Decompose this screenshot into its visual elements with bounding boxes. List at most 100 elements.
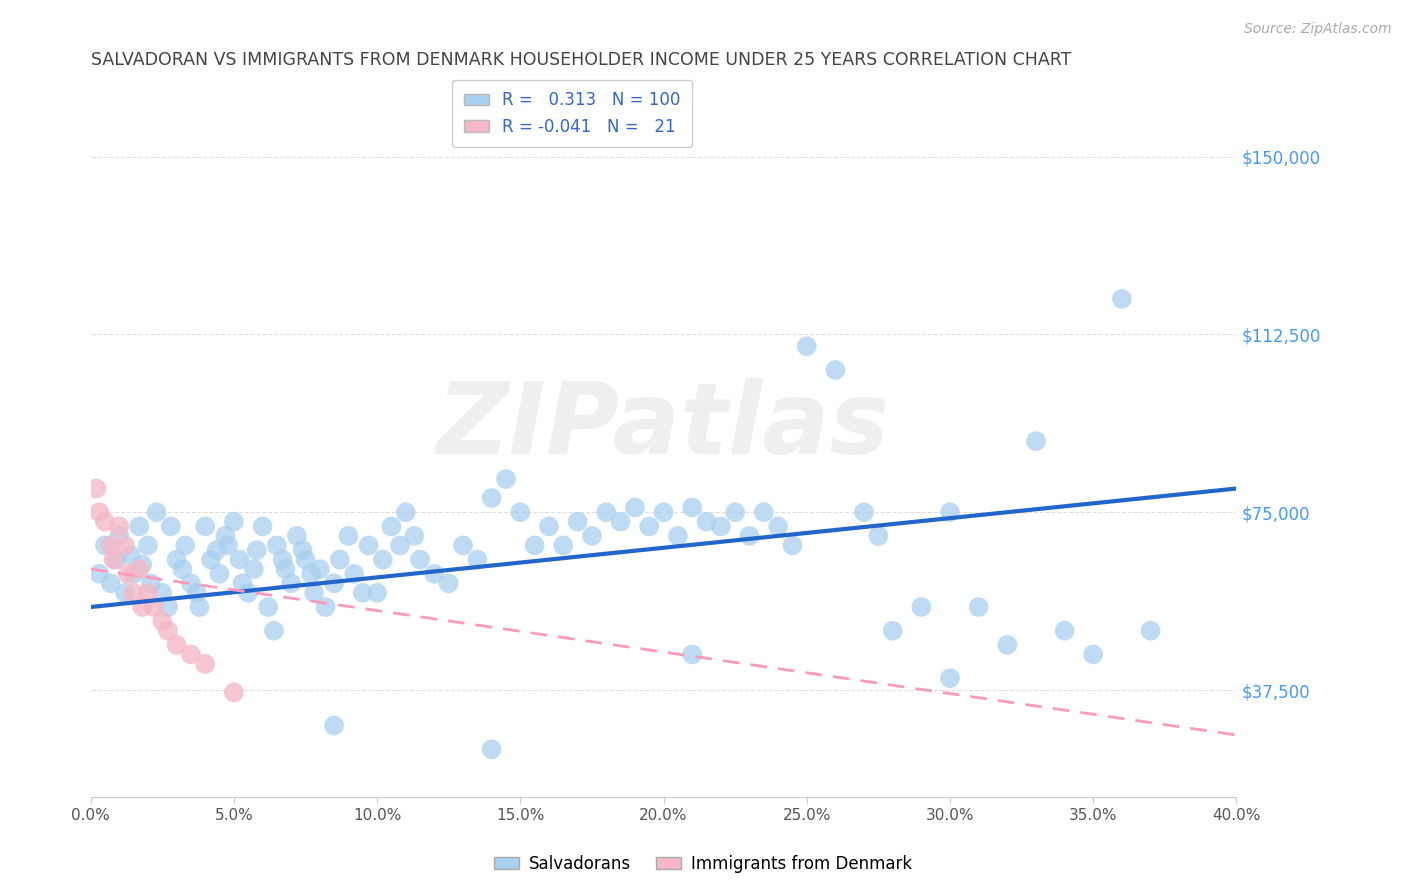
Point bbox=[145, 505, 167, 519]
Point bbox=[738, 529, 761, 543]
Point bbox=[205, 543, 228, 558]
Point bbox=[967, 600, 990, 615]
Point bbox=[266, 538, 288, 552]
Point bbox=[214, 529, 236, 543]
Point bbox=[766, 519, 789, 533]
Point bbox=[94, 515, 117, 529]
Point bbox=[315, 600, 337, 615]
Point bbox=[231, 576, 253, 591]
Point bbox=[567, 515, 589, 529]
Point bbox=[302, 586, 325, 600]
Point bbox=[139, 576, 162, 591]
Point bbox=[1053, 624, 1076, 638]
Point bbox=[246, 543, 269, 558]
Point bbox=[128, 562, 150, 576]
Point bbox=[166, 638, 188, 652]
Point bbox=[609, 515, 631, 529]
Point bbox=[395, 505, 418, 519]
Point bbox=[142, 600, 165, 615]
Point bbox=[103, 552, 125, 566]
Point bbox=[995, 638, 1018, 652]
Point bbox=[581, 529, 603, 543]
Point bbox=[243, 562, 266, 576]
Point bbox=[782, 538, 804, 552]
Point bbox=[357, 538, 380, 552]
Point bbox=[366, 586, 388, 600]
Point bbox=[882, 624, 904, 638]
Point bbox=[117, 566, 139, 581]
Point bbox=[752, 505, 775, 519]
Point bbox=[352, 586, 374, 600]
Point bbox=[180, 648, 202, 662]
Point bbox=[624, 500, 647, 515]
Point bbox=[159, 519, 181, 533]
Text: SALVADORAN VS IMMIGRANTS FROM DENMARK HOUSEHOLDER INCOME UNDER 25 YEARS CORRELAT: SALVADORAN VS IMMIGRANTS FROM DENMARK HO… bbox=[90, 51, 1071, 69]
Point bbox=[329, 552, 352, 566]
Point bbox=[280, 576, 302, 591]
Point bbox=[509, 505, 531, 519]
Point bbox=[523, 538, 546, 552]
Text: ZIPatlas: ZIPatlas bbox=[437, 378, 890, 475]
Point bbox=[200, 552, 222, 566]
Point bbox=[114, 538, 136, 552]
Point bbox=[467, 552, 489, 566]
Point bbox=[451, 538, 474, 552]
Point bbox=[89, 505, 111, 519]
Point bbox=[136, 586, 159, 600]
Point bbox=[853, 505, 876, 519]
Point bbox=[131, 558, 153, 572]
Point bbox=[285, 529, 308, 543]
Point bbox=[409, 552, 432, 566]
Point bbox=[180, 576, 202, 591]
Point bbox=[122, 566, 145, 581]
Point bbox=[114, 586, 136, 600]
Point bbox=[404, 529, 426, 543]
Point bbox=[108, 519, 131, 533]
Point bbox=[271, 552, 294, 566]
Point bbox=[380, 519, 402, 533]
Point bbox=[208, 566, 231, 581]
Point bbox=[868, 529, 890, 543]
Point bbox=[537, 519, 560, 533]
Point bbox=[481, 742, 503, 756]
Point bbox=[423, 566, 446, 581]
Point bbox=[150, 586, 173, 600]
Point bbox=[681, 648, 703, 662]
Point bbox=[86, 482, 108, 496]
Point bbox=[122, 814, 145, 828]
Point bbox=[323, 576, 346, 591]
Point bbox=[323, 718, 346, 732]
Point bbox=[150, 614, 173, 628]
Point bbox=[194, 657, 217, 671]
Point bbox=[136, 538, 159, 552]
Point bbox=[291, 543, 314, 558]
Point bbox=[1139, 624, 1161, 638]
Point bbox=[156, 600, 179, 615]
Point bbox=[939, 505, 962, 519]
Point bbox=[238, 586, 260, 600]
Point bbox=[681, 500, 703, 515]
Point bbox=[166, 552, 188, 566]
Point bbox=[299, 566, 322, 581]
Point bbox=[128, 519, 150, 533]
Point bbox=[343, 566, 366, 581]
Point bbox=[252, 519, 274, 533]
Point bbox=[652, 505, 675, 519]
Point bbox=[695, 515, 717, 529]
Point bbox=[553, 538, 575, 552]
Point bbox=[495, 472, 517, 486]
Point bbox=[188, 600, 211, 615]
Point bbox=[710, 519, 733, 533]
Point bbox=[122, 586, 145, 600]
Legend: Salvadorans, Immigrants from Denmark: Salvadorans, Immigrants from Denmark bbox=[488, 848, 918, 880]
Point bbox=[1111, 292, 1133, 306]
Point bbox=[274, 562, 297, 576]
Point bbox=[228, 552, 250, 566]
Point bbox=[131, 600, 153, 615]
Point bbox=[100, 576, 122, 591]
Legend: R =   0.313   N = 100, R = -0.041   N =   21: R = 0.313 N = 100, R = -0.041 N = 21 bbox=[451, 79, 692, 147]
Point bbox=[638, 519, 661, 533]
Point bbox=[337, 529, 360, 543]
Point bbox=[1025, 434, 1047, 448]
Point bbox=[217, 538, 239, 552]
